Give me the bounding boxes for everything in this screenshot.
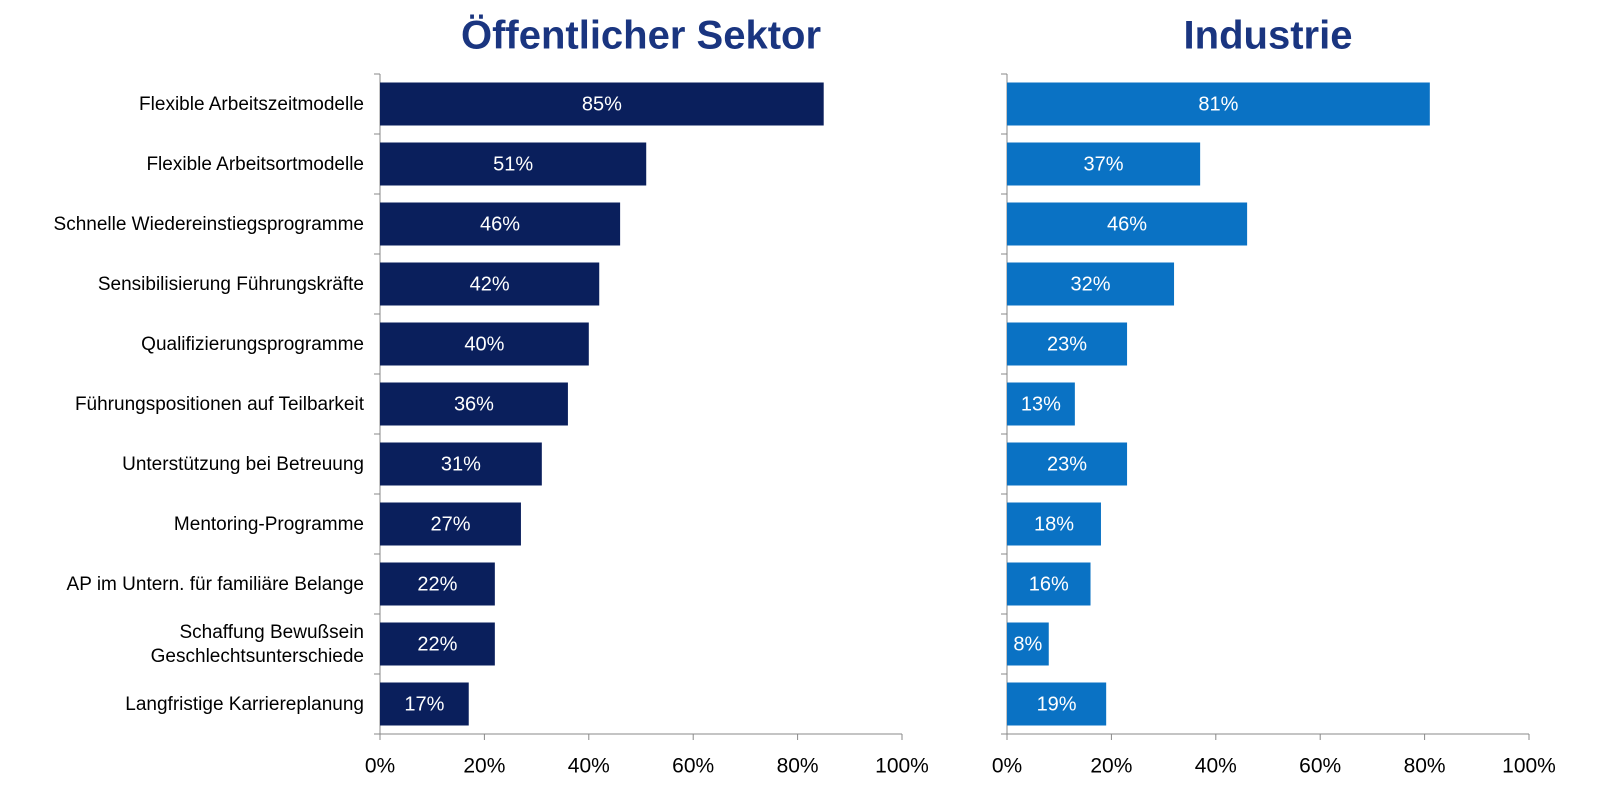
- category-label: Unterstützung bei Betreuung: [122, 454, 364, 475]
- bar: [380, 82, 824, 126]
- bar: [380, 262, 600, 306]
- value-label: 23%: [1047, 453, 1087, 475]
- bar: [1007, 262, 1175, 306]
- x-tick-label: 60%: [672, 755, 714, 778]
- value-label: 40%: [464, 333, 504, 355]
- x-tick-label: 20%: [463, 755, 505, 778]
- bar: [380, 502, 521, 546]
- chart-title: Öffentlicher Sektor: [461, 13, 821, 58]
- category-label: Flexible Arbeitszeitmodelle: [139, 94, 364, 115]
- bar: [1007, 322, 1128, 366]
- value-label: 37%: [1084, 153, 1124, 175]
- value-label: 13%: [1021, 393, 1061, 415]
- value-label: 19%: [1037, 693, 1077, 715]
- bar: [1007, 682, 1107, 726]
- value-label: 85%: [582, 93, 622, 115]
- bar: [1007, 562, 1091, 606]
- bar: [1007, 142, 1201, 186]
- value-label: 16%: [1029, 573, 1069, 595]
- x-tick-label: 0%: [365, 755, 395, 778]
- value-label: 46%: [1107, 213, 1147, 235]
- category-label: Schaffung Bewußsein Geschlechtsunterschi…: [150, 622, 364, 667]
- bar: [380, 682, 469, 726]
- value-label: 42%: [470, 273, 510, 295]
- bar: [1007, 382, 1075, 426]
- category-label: Sensibilisierung Führungskräfte: [97, 274, 364, 295]
- bar: [380, 442, 542, 486]
- value-label: 8%: [1013, 633, 1042, 655]
- bar: [1007, 442, 1128, 486]
- value-label: 36%: [454, 393, 494, 415]
- value-label: 51%: [493, 153, 533, 175]
- category-label: Mentoring-Programme: [173, 514, 364, 535]
- x-tick-label: 0%: [992, 755, 1022, 778]
- x-tick-label: 80%: [777, 755, 819, 778]
- bar: [1007, 82, 1430, 126]
- x-tick-label: 100%: [1502, 755, 1556, 778]
- bar: [380, 622, 495, 666]
- x-tick-label: 60%: [1299, 755, 1341, 778]
- bar: [1007, 622, 1049, 666]
- bar: [1007, 202, 1248, 246]
- bar: [380, 202, 621, 246]
- value-label: 23%: [1047, 333, 1087, 355]
- value-label: 22%: [417, 633, 457, 655]
- x-tick-label: 20%: [1090, 755, 1132, 778]
- category-label: Schnelle Wiedereinstiegsprogramme: [53, 214, 364, 235]
- value-label: 27%: [430, 513, 470, 535]
- category-label: Langfristige Karriereplanung: [125, 694, 364, 715]
- value-label: 81%: [1198, 93, 1238, 115]
- bar: [380, 142, 647, 186]
- chart-title: Industrie: [1184, 14, 1353, 58]
- x-tick-label: 100%: [875, 755, 929, 778]
- value-label: 18%: [1034, 513, 1074, 535]
- bar: [1007, 502, 1101, 546]
- category-label: Führungspositionen auf Teilbarkeit: [74, 394, 364, 415]
- x-tick-label: 40%: [568, 755, 610, 778]
- x-tick-label: 40%: [1195, 755, 1237, 778]
- bar: [380, 322, 589, 366]
- value-label: 17%: [404, 693, 444, 715]
- category-label: Qualifizierungsprogramme: [141, 334, 364, 355]
- category-label: Flexible Arbeitsortmodelle: [146, 154, 364, 175]
- category-label: AP im Untern. für familiäre Belange: [66, 574, 364, 595]
- value-label: 46%: [480, 213, 520, 235]
- bar: [380, 562, 495, 606]
- value-label: 22%: [417, 573, 457, 595]
- x-tick-label: 80%: [1404, 755, 1446, 778]
- bar: [380, 382, 568, 426]
- value-label: 31%: [441, 453, 481, 475]
- value-label: 32%: [1071, 273, 1111, 295]
